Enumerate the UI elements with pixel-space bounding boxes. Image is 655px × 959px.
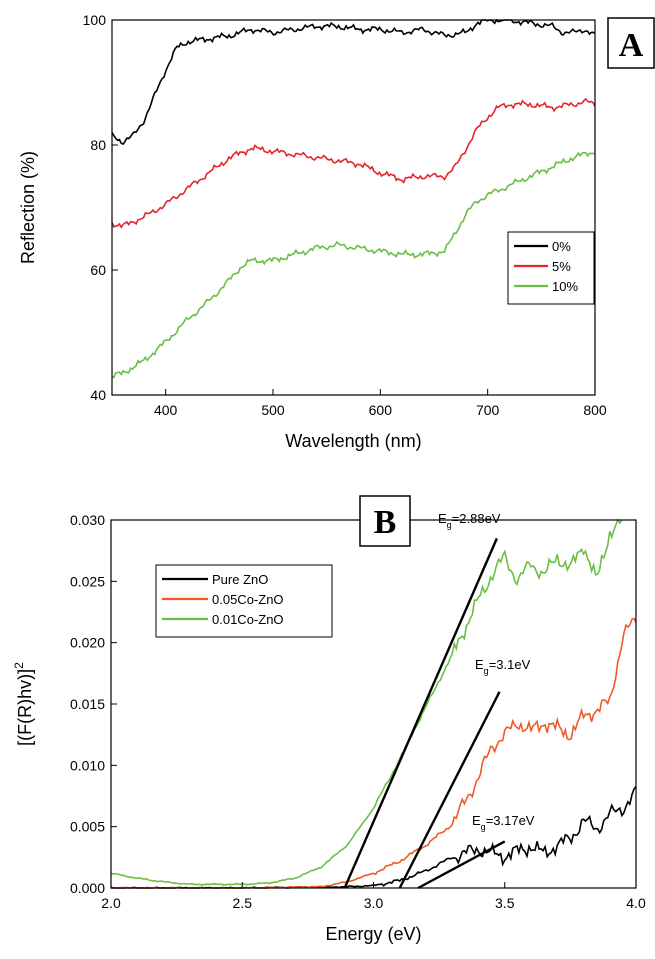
- annotation-base: E: [475, 657, 484, 672]
- y-tick-label: 0.010: [70, 757, 105, 773]
- x-tick-label: 500: [261, 402, 285, 418]
- panel-b-label-box: [359, 495, 411, 547]
- x-tick-label: 700: [476, 402, 500, 418]
- annotation-subscript: g: [484, 666, 489, 676]
- y-tick-label: 100: [83, 12, 107, 28]
- y-tick-label: 60: [90, 262, 106, 278]
- y-tick-label: 0.030: [70, 512, 105, 528]
- panel-b-label: B: [374, 504, 397, 541]
- panel-a-legend: 0% 5% 10%: [507, 231, 595, 305]
- band-gap-fit-line: [398, 691, 501, 889]
- y-tick-label: 80: [90, 137, 106, 153]
- x-tick-label: 3.0: [364, 895, 384, 911]
- y-tick-label: 0.000: [70, 880, 105, 896]
- x-tick-label: 2.5: [233, 895, 253, 911]
- legend-label: 10%: [552, 279, 578, 294]
- y-tick-label: 40: [90, 387, 106, 403]
- annotation-value: =3.17eV: [486, 813, 535, 828]
- panel-b-x-axis-label: Energy (eV): [325, 924, 421, 944]
- annotation-base: E: [472, 813, 481, 828]
- annotation-base: E: [438, 511, 447, 526]
- panel-b-fit-lines: [343, 537, 506, 890]
- legend-box: [507, 231, 595, 305]
- panel-b-y-axis-label-main: [(F(R)hv)]: [15, 669, 35, 746]
- legend-label: 0.05Co-ZnO: [212, 592, 284, 607]
- y-tick-label: 0.015: [70, 696, 105, 712]
- panel-a-series-layer: [111, 18, 596, 379]
- band-gap-annotation: Eg=2.88eV: [438, 511, 501, 530]
- y-tick-label: 0.005: [70, 819, 105, 835]
- panel-a-y-axis-label: Reflection (%): [18, 151, 38, 264]
- series-line-3: [110, 518, 623, 886]
- panel-a-label: A: [619, 27, 644, 64]
- band-gap-fit-line: [417, 840, 506, 890]
- panel-a-label-box: [607, 17, 655, 69]
- series-line-3: [111, 151, 596, 379]
- annotation-subscript: g: [481, 822, 486, 832]
- band-gap-fit-line: [343, 537, 498, 889]
- legend-label: 5%: [552, 259, 571, 274]
- panel-b-y-axis-label: [(F(R)hv)]2: [12, 662, 35, 746]
- series-line-2: [111, 97, 596, 229]
- panel-a: 400 500 600 700 800 40 60 80 100 Wavelength (nm)…: [18, 12, 655, 451]
- legend-label: 0.01Co-ZnO: [212, 612, 284, 627]
- panel-b-legend: Pure ZnO 0.05Co-ZnO 0.01Co-ZnO: [155, 564, 333, 638]
- annotation-subscript: g: [447, 520, 452, 530]
- annotation-value: =3.1eV: [489, 657, 531, 672]
- x-tick-label: 4.0: [626, 895, 646, 911]
- x-tick-label: 2.0: [101, 895, 121, 911]
- y-tick-label: 0.020: [70, 635, 105, 651]
- legend-label: Pure ZnO: [212, 572, 268, 587]
- x-tick-label: 600: [369, 402, 393, 418]
- panel-b-y-axis-label-superscript: 2: [12, 662, 26, 669]
- x-tick-label: 400: [154, 402, 178, 418]
- legend-box: [155, 564, 333, 638]
- band-gap-annotation: Eg=3.17eV: [472, 813, 535, 832]
- panel-b-ticks: 2.0 2.5 3.0 3.5 4.0 0.000 0.005 0.010 0.015 0.020…: [70, 512, 646, 911]
- x-tick-label: 3.5: [495, 895, 515, 911]
- panel-a-plot-frame: [111, 19, 596, 396]
- panel-a-ticks: 400 500 600 700 800 40 60 80 100: [83, 12, 607, 418]
- annotation-value: =2.88eV: [452, 511, 501, 526]
- y-tick-label: 0.025: [70, 573, 105, 589]
- legend-label: 0%: [552, 239, 571, 254]
- band-gap-annotation: Eg=3.1eV: [475, 657, 531, 676]
- panel-a-x-axis-label: Wavelength (nm): [285, 431, 421, 451]
- x-tick-label: 800: [583, 402, 607, 418]
- series-line-1: [111, 18, 596, 146]
- panel-b: 2.0 2.5 3.0 3.5 4.0 0.000 0.005 0.010 0.015 0.020…: [12, 495, 646, 944]
